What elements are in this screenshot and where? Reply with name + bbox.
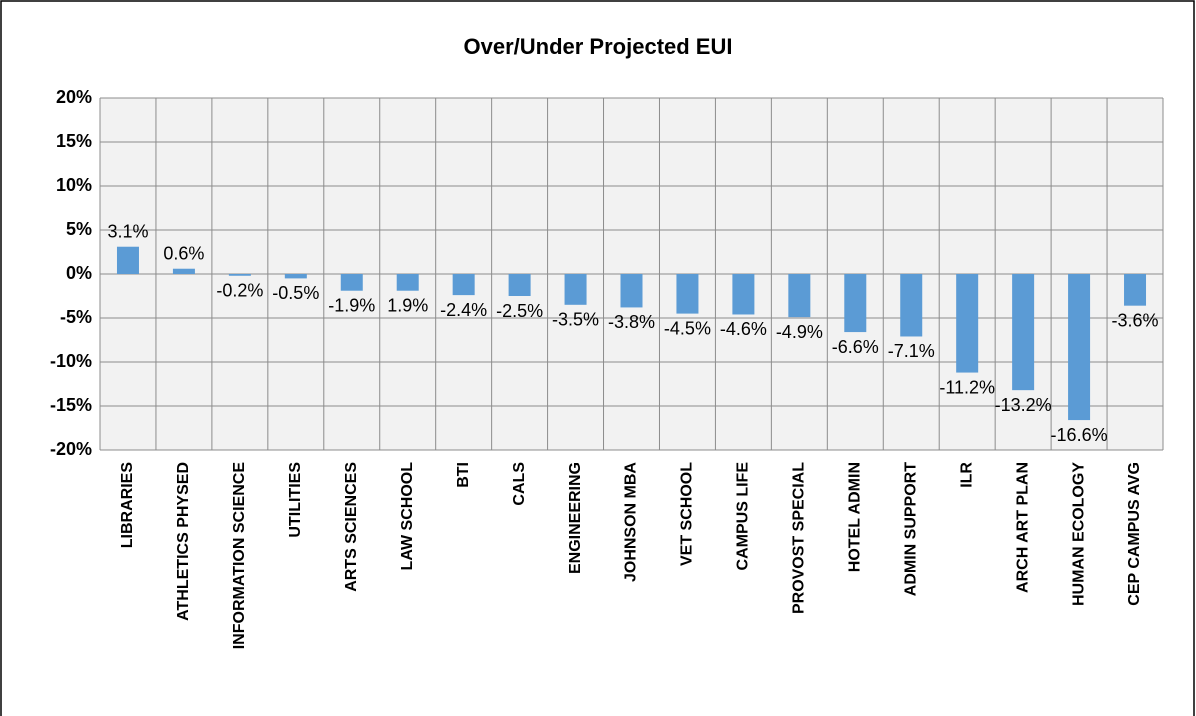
data-label: -7.1% (888, 341, 935, 361)
y-tick-label: -20% (50, 439, 92, 459)
bar (956, 274, 979, 373)
x-tick-label: ARTS SCIENCES (343, 462, 360, 592)
data-label: -13.2% (995, 395, 1052, 415)
data-label: 3.1% (107, 221, 148, 241)
bar (564, 274, 587, 305)
bar (396, 274, 419, 291)
bar (788, 274, 811, 318)
x-tick-label: ADMIN SUPPORT (902, 462, 919, 596)
bar (620, 274, 643, 308)
x-tick-label: ENGINEERING (567, 462, 584, 574)
data-label: -4.5% (664, 318, 711, 338)
x-tick-label: HUMAN ECOLOGY (1070, 462, 1087, 606)
x-tick-label: JOHNSON MBA (623, 462, 640, 582)
x-tick-label: BTI (455, 462, 472, 488)
x-tick-label: CAMPUS LIFE (735, 462, 752, 571)
bar (1124, 274, 1147, 306)
x-tick-label: ARCH ART PLAN (1014, 462, 1031, 593)
y-tick-label: -5% (60, 307, 92, 327)
data-label: 0.6% (163, 243, 204, 263)
data-label: -0.5% (272, 283, 319, 303)
y-tick-label: 15% (56, 131, 92, 151)
bar (900, 274, 923, 337)
y-tick-label: -15% (50, 395, 92, 415)
data-label: -2.5% (496, 301, 543, 321)
bar (284, 274, 307, 279)
data-label: -3.6% (1112, 310, 1159, 330)
data-label: -2.4% (440, 300, 487, 320)
x-tick-label: CEP CAMPUS AVG (1126, 462, 1143, 606)
bar (508, 274, 531, 296)
bar (172, 268, 195, 274)
y-tick-label: 0% (66, 263, 92, 283)
data-label: -3.8% (608, 312, 655, 332)
bar (452, 274, 475, 296)
bar (844, 274, 867, 333)
data-label: -4.6% (720, 319, 767, 339)
x-tick-label: UTILITIES (287, 462, 304, 538)
x-tick-label: PROVOST SPECIAL (791, 462, 808, 614)
x-tick-label: LIBRARIES (119, 462, 136, 549)
data-label: -3.5% (552, 310, 599, 330)
x-tick-label: LAW SCHOOL (399, 462, 416, 571)
bar (340, 274, 363, 291)
data-label: -1.9% (328, 295, 375, 315)
data-label: -16.6% (1051, 425, 1108, 445)
x-tick-label: CALS (511, 462, 528, 506)
bar (116, 246, 139, 274)
data-label: -11.2% (939, 377, 995, 397)
bar (676, 274, 699, 314)
data-label: -4.9% (776, 322, 823, 342)
data-label: 1.9% (387, 295, 428, 315)
data-label: -0.2% (216, 281, 263, 301)
x-tick-label: ILR (958, 462, 975, 488)
x-tick-label: ATHLETICS PHYSED (175, 462, 192, 621)
y-tick-label: 20% (56, 87, 92, 107)
y-tick-label: 5% (66, 219, 92, 239)
y-tick-label: 10% (56, 175, 92, 195)
data-label: -6.6% (832, 337, 879, 357)
bar (1012, 274, 1035, 391)
y-tick-label: -10% (50, 351, 92, 371)
chart-title: Over/Under Projected EUI (464, 34, 733, 59)
bar (1068, 274, 1091, 421)
bar (732, 274, 755, 315)
bar (228, 274, 251, 276)
x-tick-label: HOTEL ADMIN (847, 462, 864, 572)
x-tick-label: INFORMATION SCIENCE (231, 462, 248, 650)
x-tick-label: VET SCHOOL (679, 462, 696, 566)
